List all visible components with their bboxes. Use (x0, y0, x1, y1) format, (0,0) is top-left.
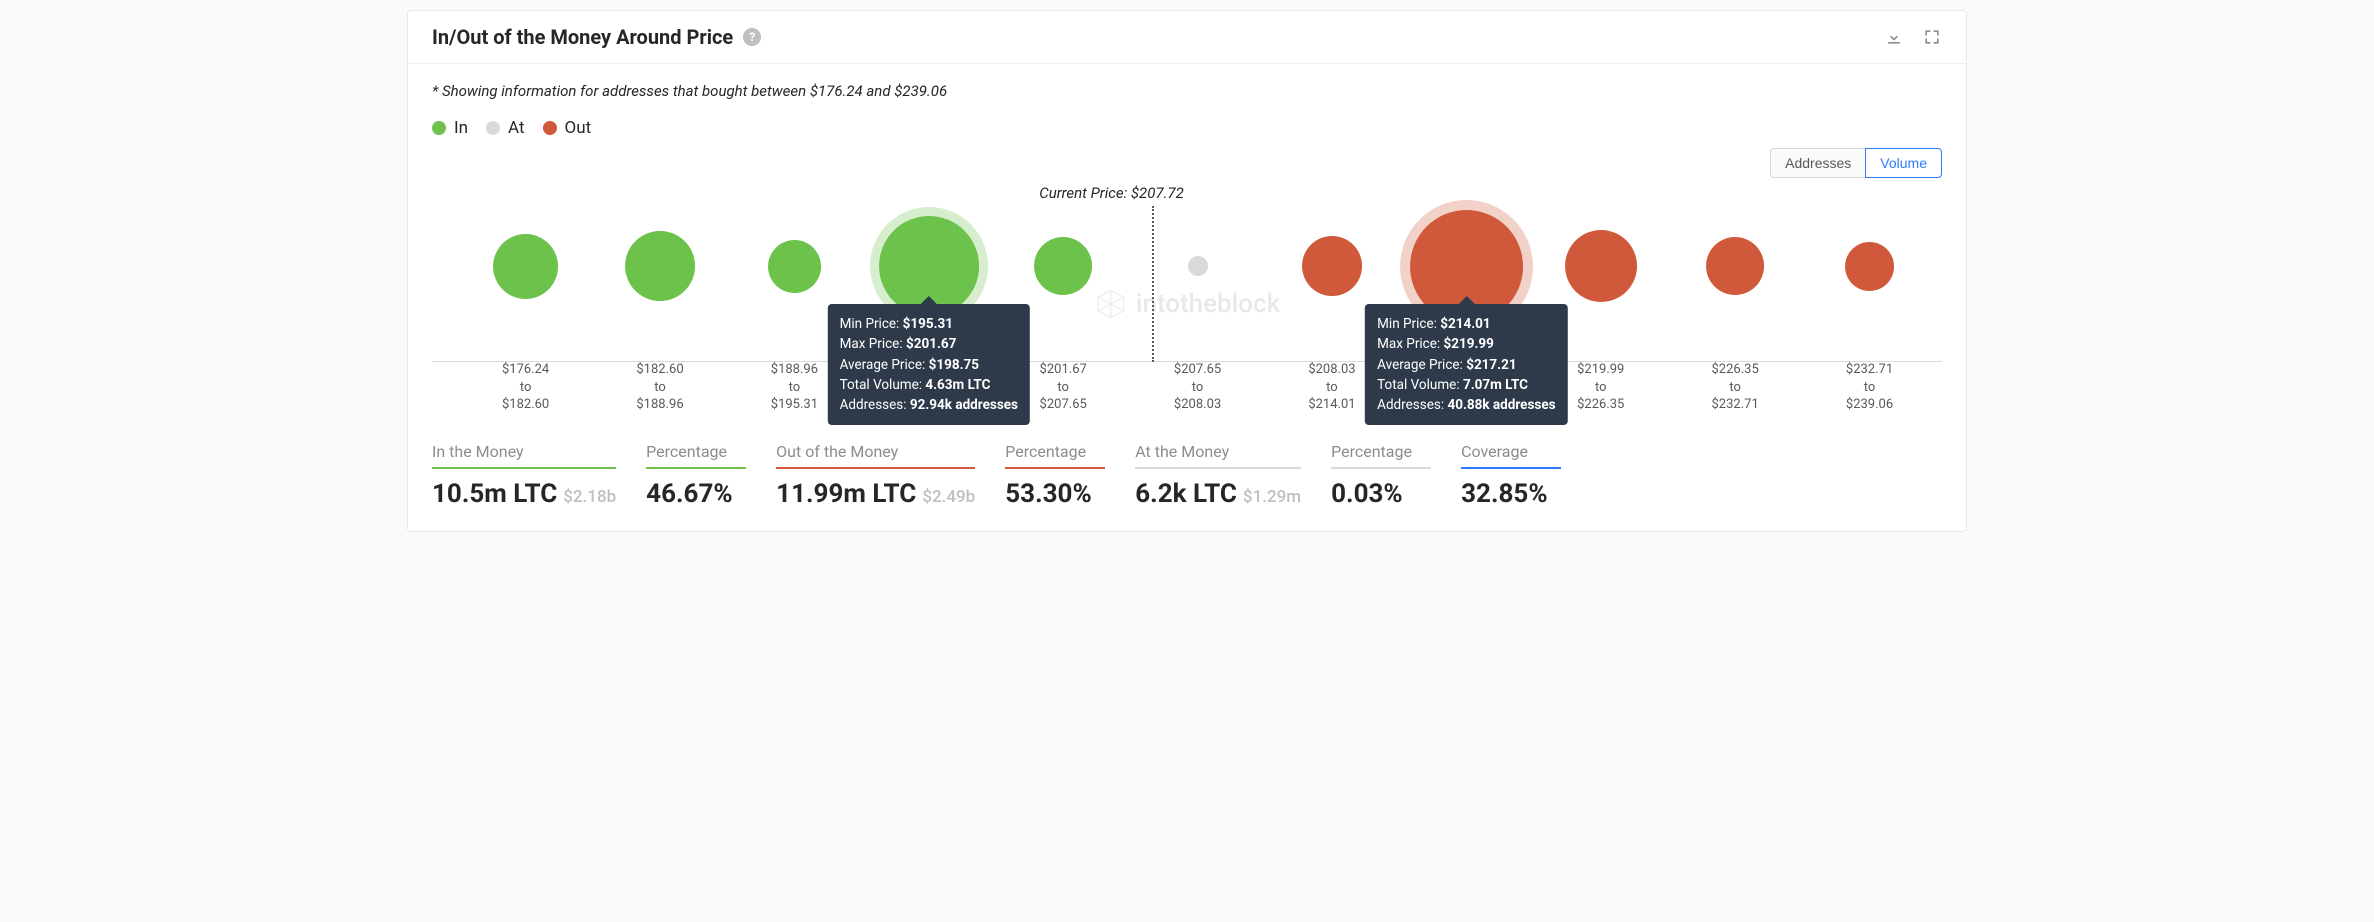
legend-label: In (454, 118, 468, 138)
header-actions (1884, 27, 1942, 47)
toggle-row: AddressesVolume (432, 148, 1942, 178)
legend: In At Out (432, 118, 1942, 138)
stat-label: Percentage (1331, 442, 1431, 469)
bubble-column: $207.65to$208.03 (1130, 177, 1266, 414)
range-label: $226.35to$232.71 (1711, 361, 1758, 414)
stat-label: Percentage (1005, 442, 1105, 469)
bubble-chart: intotheblock Current Price: $207.72$176.… (432, 184, 1942, 414)
stat-label: Coverage (1461, 442, 1561, 469)
bubble-core (1565, 230, 1637, 302)
card-body: * Showing information for addresses that… (408, 64, 1966, 531)
stat-label: Percentage (646, 442, 746, 469)
bubble[interactable] (592, 177, 728, 355)
stat-block: At the Money 6.2k LTC$1.29m (1135, 442, 1301, 509)
range-label: $207.65to$208.03 (1174, 361, 1221, 414)
stat-subvalue: $2.49b (922, 487, 975, 507)
legend-dot (486, 121, 500, 135)
expand-icon[interactable] (1922, 27, 1942, 47)
range-label: $208.03to$214.01 (1308, 361, 1355, 414)
legend-item[interactable]: At (486, 118, 525, 138)
stat-value: 32.85% (1461, 479, 1561, 509)
bubble-column: $176.24to$182.60 (458, 177, 594, 414)
bubble[interactable] (458, 177, 594, 355)
stat-value: 11.99m LTC$2.49b (776, 479, 975, 509)
card-title: In/Out of the Money Around Price ? (432, 25, 761, 49)
bubble-core (625, 231, 695, 301)
stat-label: At the Money (1135, 442, 1301, 469)
range-label: $219.99to$226.35 (1577, 361, 1624, 414)
stats-row: In the Money 10.5m LTC$2.18b Percentage 46.… (432, 442, 1942, 509)
stat-block: Percentage 53.30% (1005, 442, 1105, 509)
stat-value: 6.2k LTC$1.29m (1135, 479, 1301, 509)
legend-dot (543, 121, 557, 135)
help-icon[interactable]: ? (743, 28, 761, 46)
legend-label: At (508, 118, 525, 138)
download-icon[interactable] (1884, 27, 1904, 47)
stat-value: 53.30% (1005, 479, 1105, 509)
bubble-column: $232.71to$239.06 (1802, 177, 1938, 414)
toggle-group: AddressesVolume (1770, 148, 1942, 178)
bubble-core (1302, 236, 1362, 296)
bubble[interactable] (1130, 177, 1266, 355)
stat-value: 0.03% (1331, 479, 1431, 509)
bubble-core (1706, 237, 1764, 295)
range-label: $232.71to$239.06 (1846, 361, 1893, 414)
stat-label: Out of the Money (776, 442, 975, 469)
bubble-core (768, 240, 821, 293)
bubble-core (1845, 242, 1894, 291)
stat-label: In the Money (432, 442, 616, 469)
stat-subvalue: $2.18b (563, 487, 616, 507)
card-header: In/Out of the Money Around Price ? (408, 11, 1966, 64)
bubble-core (493, 234, 558, 299)
toggle-volume[interactable]: Volume (1865, 148, 1942, 178)
card: In/Out of the Money Around Price ? * Sho… (407, 10, 1967, 532)
bubble[interactable] (1667, 177, 1803, 355)
legend-item[interactable]: Out (543, 118, 592, 138)
chart-tooltip: Min Price: $195.31Max Price: $201.67Aver… (828, 304, 1030, 425)
stat-block: Coverage 32.85% (1461, 442, 1561, 509)
info-line: * Showing information for addresses that… (432, 82, 1942, 100)
bubble-column: $182.60to$188.96 (592, 177, 728, 414)
range-label: $176.24to$182.60 (502, 361, 549, 414)
title-text: In/Out of the Money Around Price (432, 25, 733, 49)
stat-subvalue: $1.29m (1243, 487, 1301, 507)
chart-tooltip: Min Price: $214.01Max Price: $219.99Aver… (1365, 304, 1567, 425)
legend-item[interactable]: In (432, 118, 468, 138)
stat-block: Percentage 46.67% (646, 442, 746, 509)
bubble-core (1034, 237, 1092, 295)
stat-value: 46.67% (646, 479, 746, 509)
stat-value: 10.5m LTC$2.18b (432, 479, 616, 509)
stat-block: Percentage 0.03% (1331, 442, 1431, 509)
legend-label: Out (565, 118, 592, 138)
legend-dot (432, 121, 446, 135)
stat-block: Out of the Money 11.99m LTC$2.49b (776, 442, 975, 509)
bubble[interactable] (1802, 177, 1938, 355)
range-label: $182.60to$188.96 (636, 361, 683, 414)
range-label: $201.67to$207.65 (1040, 361, 1087, 414)
bubble-column: $226.35to$232.71 (1667, 177, 1803, 414)
toggle-addresses[interactable]: Addresses (1770, 148, 1865, 178)
stat-block: In the Money 10.5m LTC$2.18b (432, 442, 616, 509)
bubble-core (1188, 256, 1208, 276)
range-label: $188.96to$195.31 (771, 361, 818, 414)
